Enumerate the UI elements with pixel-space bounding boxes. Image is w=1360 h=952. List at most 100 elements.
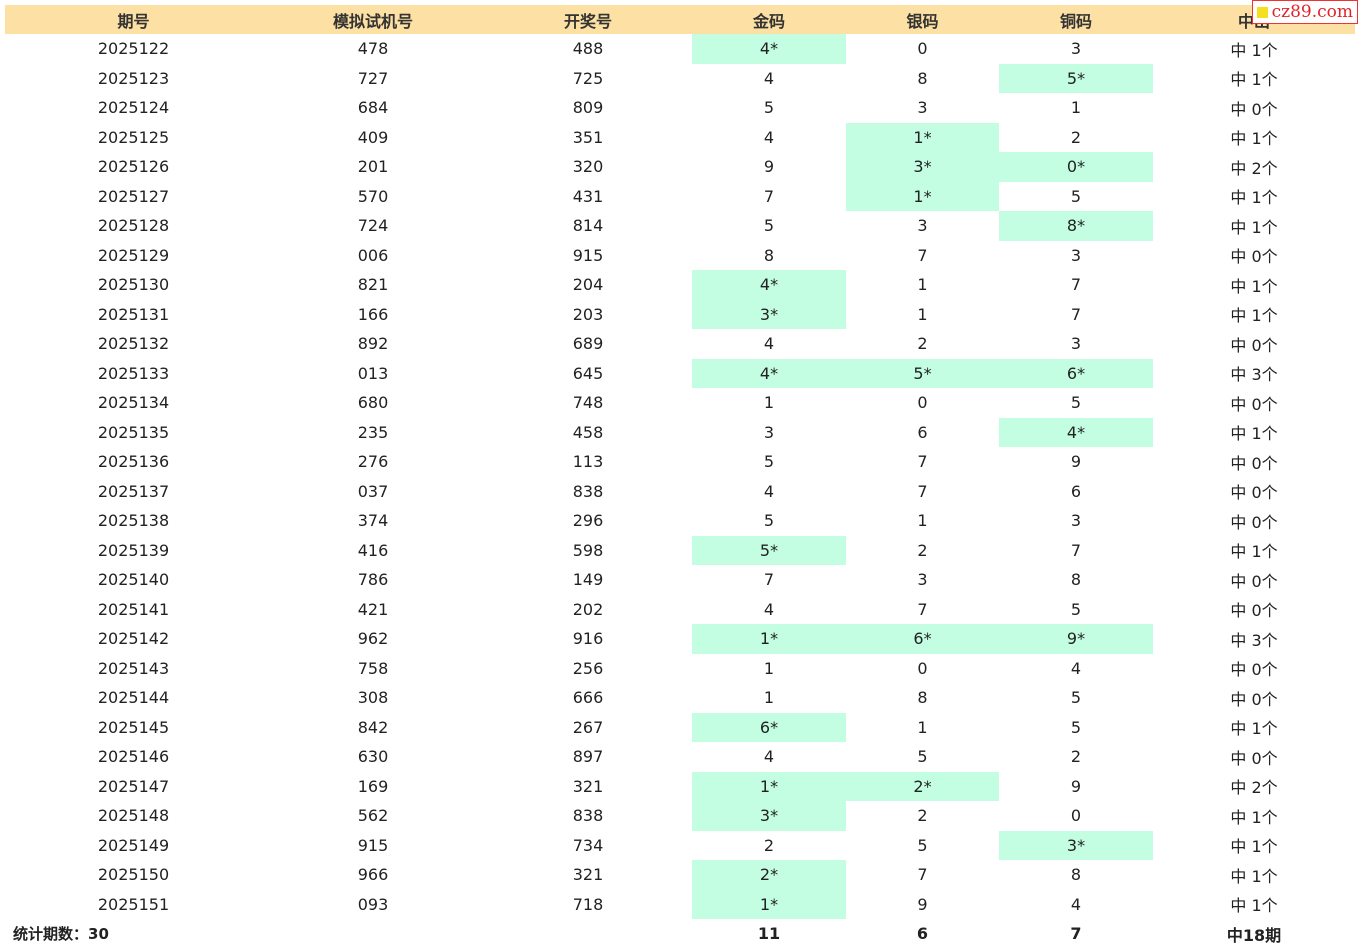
table-row: 2025151 093 718 1* 9 4 中 1个	[5, 889, 1355, 919]
col-header-issue: 期号	[5, 5, 262, 34]
silver-cell: 8	[917, 68, 928, 88]
gold-cell: 3*	[692, 801, 846, 831]
bronze-cell: 4	[1070, 658, 1082, 678]
gold-cell: 1	[763, 393, 775, 413]
draw-number-cell: 814	[572, 216, 604, 236]
result-cell: 中 1个	[1230, 837, 1278, 857]
gold-cell: 2*	[692, 860, 846, 890]
silver-cell: 1	[917, 275, 928, 295]
table-row: 2025126 201 320 9 3* 0* 中 2个	[5, 152, 1355, 182]
silver-cell: 6	[917, 422, 928, 442]
gold-cell: 5	[763, 452, 775, 472]
bronze-cell: 3	[1070, 245, 1082, 265]
result-cell: 中 1个	[1230, 306, 1278, 326]
bronze-cell: 8	[1070, 570, 1082, 590]
silver-cell: 8	[917, 688, 928, 708]
silver-cell: 0	[917, 658, 928, 678]
result-cell: 中 1个	[1230, 896, 1278, 916]
table-row: 2025148 562 838 3* 2 0 中 1个	[5, 801, 1355, 831]
result-cell: 中 0个	[1230, 247, 1278, 267]
result-cell: 中 0个	[1230, 689, 1278, 709]
result-cell: 中 0个	[1230, 99, 1278, 119]
table-row: 2025147 169 321 1* 2* 9 中 2个	[5, 771, 1355, 801]
draw-number-cell: 431	[572, 186, 604, 206]
result-cell: 中 0个	[1230, 335, 1278, 355]
table-row: 2025131 166 203 3* 1 7 中 1个	[5, 299, 1355, 329]
bronze-total: 7	[1070, 924, 1082, 943]
bronze-cell: 7	[1070, 304, 1082, 324]
bronze-cell: 4	[1070, 894, 1082, 914]
result-cell: 中 0个	[1230, 748, 1278, 768]
silver-cell: 7	[917, 865, 928, 885]
silver-cell: 5*	[846, 358, 999, 388]
table-row: 2025145 842 267 6* 1 5 中 1个	[5, 712, 1355, 742]
draw-number-cell: 748	[572, 393, 604, 413]
bronze-cell: 5*	[999, 63, 1153, 93]
issue-cell: 2025147	[97, 776, 170, 796]
silver-cell: 5	[917, 747, 928, 767]
issue-cell: 2025131	[97, 304, 170, 324]
col-header-gold: 金码	[692, 5, 846, 34]
result-total: 中18期	[1226, 925, 1282, 945]
issue-cell: 2025124	[97, 98, 170, 118]
silver-cell: 0	[917, 39, 928, 59]
result-cell: 中 0个	[1230, 394, 1278, 414]
table-row: 2025129 006 915 8 7 3 中 0个	[5, 241, 1355, 271]
draw-number-cell: 666	[572, 688, 604, 708]
gold-cell: 1*	[692, 771, 846, 801]
table-row: 2025133 013 645 4* 5* 6* 中 3个	[5, 358, 1355, 388]
sim-number-cell: 416	[357, 540, 389, 560]
sim-number-cell: 169	[357, 776, 389, 796]
sim-number-cell: 684	[357, 98, 389, 118]
sim-number-cell: 680	[357, 393, 389, 413]
sim-number-cell: 786	[357, 570, 389, 590]
gold-cell: 2	[763, 835, 775, 855]
gold-cell: 1	[763, 658, 775, 678]
silver-cell: 3	[917, 98, 928, 118]
table-row: 2025130 821 204 4* 1 7 中 1个	[5, 270, 1355, 300]
gold-cell: 5*	[692, 535, 846, 565]
issue-cell: 2025127	[97, 186, 170, 206]
issue-cell: 2025130	[97, 275, 170, 295]
draw-number-cell: 267	[572, 717, 604, 737]
sim-number-cell: 037	[357, 481, 389, 501]
result-cell: 中 1个	[1230, 866, 1278, 886]
sim-number-cell: 093	[357, 894, 389, 914]
table-row: 2025122 478 488 4* 0 3 中 1个	[5, 34, 1355, 64]
result-cell: 中 1个	[1230, 188, 1278, 208]
gold-cell: 4	[763, 747, 775, 767]
silver-total: 6	[916, 924, 929, 943]
issue-cell: 2025151	[97, 894, 170, 914]
sim-number-cell: 235	[357, 422, 389, 442]
result-cell: 中 1个	[1230, 719, 1278, 739]
sim-number-cell: 842	[357, 717, 389, 737]
table-row: 2025143 758 256 1 0 4 中 0个	[5, 654, 1355, 684]
result-cell: 中 2个	[1230, 158, 1278, 178]
silver-cell: 2	[917, 540, 928, 560]
table-row: 2025123 727 725 4 8 5* 中 1个	[5, 63, 1355, 93]
result-cell: 中 3个	[1230, 365, 1278, 385]
silver-cell: 3	[917, 570, 928, 590]
header-row: 期号 模拟试机号 开奖号 金码 银码 铜码 中出	[5, 5, 1355, 34]
silver-cell: 7	[917, 481, 928, 501]
bronze-cell: 4*	[999, 417, 1153, 447]
sim-number-cell: 201	[357, 157, 389, 177]
result-cell: 中 1个	[1230, 129, 1278, 149]
bronze-cell: 0*	[999, 152, 1153, 182]
sim-number-cell: 758	[357, 658, 389, 678]
silver-cell: 3*	[846, 152, 999, 182]
bronze-cell: 9	[1070, 452, 1082, 472]
gold-cell: 4	[763, 599, 775, 619]
result-cell: 中 0个	[1230, 483, 1278, 503]
gold-cell: 5	[763, 216, 775, 236]
bronze-cell: 7	[1070, 275, 1082, 295]
draw-number-cell: 488	[572, 39, 604, 59]
bronze-cell: 5	[1070, 186, 1082, 206]
table-row: 2025134 680 748 1 0 5 中 0个	[5, 388, 1355, 418]
draw-number-cell: 256	[572, 658, 604, 678]
table-row: 2025128 724 814 5 3 8* 中 1个	[5, 211, 1355, 241]
issue-cell: 2025150	[97, 865, 170, 885]
draw-number-cell: 809	[572, 98, 604, 118]
draw-number-cell: 204	[572, 275, 604, 295]
draw-number-cell: 645	[572, 363, 604, 383]
